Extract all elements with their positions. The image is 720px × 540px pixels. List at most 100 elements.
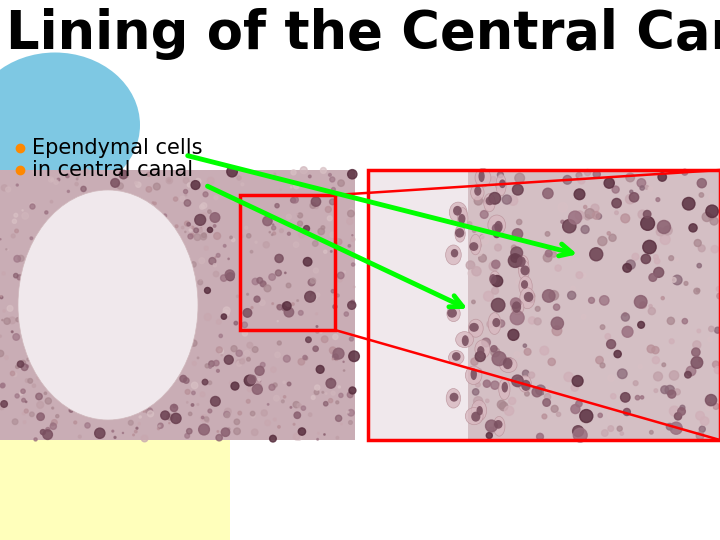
Ellipse shape <box>479 171 485 182</box>
Circle shape <box>21 389 25 394</box>
Ellipse shape <box>447 306 460 322</box>
Circle shape <box>200 392 205 397</box>
Circle shape <box>32 384 36 387</box>
Ellipse shape <box>511 300 524 315</box>
Ellipse shape <box>456 332 474 348</box>
Circle shape <box>694 240 701 247</box>
Circle shape <box>209 258 216 265</box>
Circle shape <box>274 173 276 175</box>
Circle shape <box>297 300 299 301</box>
Circle shape <box>223 307 230 314</box>
Circle shape <box>26 365 29 367</box>
Circle shape <box>322 392 324 393</box>
Circle shape <box>225 355 233 364</box>
Circle shape <box>273 224 274 225</box>
Circle shape <box>321 336 328 342</box>
Circle shape <box>698 245 705 252</box>
Circle shape <box>558 202 567 212</box>
Circle shape <box>25 379 29 382</box>
Circle shape <box>604 178 614 188</box>
Circle shape <box>525 392 529 396</box>
Ellipse shape <box>449 350 464 365</box>
Circle shape <box>221 354 222 356</box>
Circle shape <box>474 396 482 406</box>
Circle shape <box>310 278 315 284</box>
Circle shape <box>670 422 683 434</box>
Circle shape <box>271 367 276 373</box>
Circle shape <box>711 246 719 253</box>
Circle shape <box>671 278 676 282</box>
Circle shape <box>208 381 212 384</box>
Circle shape <box>337 277 342 282</box>
Circle shape <box>489 192 500 204</box>
Circle shape <box>251 307 253 308</box>
Circle shape <box>468 222 472 226</box>
Circle shape <box>192 404 194 406</box>
Circle shape <box>492 260 500 268</box>
Circle shape <box>576 272 582 279</box>
Circle shape <box>351 263 355 266</box>
Ellipse shape <box>512 301 521 313</box>
Circle shape <box>335 356 338 360</box>
Ellipse shape <box>446 389 461 408</box>
Circle shape <box>354 286 355 288</box>
Circle shape <box>13 334 19 340</box>
Circle shape <box>349 387 356 394</box>
Circle shape <box>585 208 595 219</box>
Circle shape <box>13 373 17 376</box>
Circle shape <box>184 200 191 206</box>
Circle shape <box>204 418 209 422</box>
Circle shape <box>571 384 578 392</box>
Circle shape <box>312 295 317 300</box>
Circle shape <box>22 213 28 219</box>
Circle shape <box>506 358 513 365</box>
Circle shape <box>187 222 190 226</box>
Circle shape <box>333 238 338 242</box>
Circle shape <box>331 391 335 395</box>
Circle shape <box>230 381 233 384</box>
Circle shape <box>166 178 173 184</box>
Circle shape <box>515 173 525 183</box>
Circle shape <box>488 221 492 225</box>
Circle shape <box>315 205 318 208</box>
Circle shape <box>216 253 220 257</box>
Circle shape <box>662 363 665 367</box>
Ellipse shape <box>492 318 500 327</box>
Circle shape <box>516 219 522 225</box>
Ellipse shape <box>521 380 531 391</box>
Ellipse shape <box>502 382 508 393</box>
Circle shape <box>201 415 207 422</box>
Circle shape <box>263 242 269 248</box>
Ellipse shape <box>486 197 494 205</box>
Circle shape <box>649 305 652 308</box>
Circle shape <box>219 334 222 338</box>
Circle shape <box>204 417 207 420</box>
Circle shape <box>236 360 241 365</box>
Circle shape <box>638 321 644 328</box>
Bar <box>368 170 720 440</box>
Circle shape <box>473 241 482 249</box>
Circle shape <box>282 400 284 403</box>
Circle shape <box>260 300 265 306</box>
Circle shape <box>283 302 291 310</box>
Circle shape <box>600 363 605 368</box>
Circle shape <box>16 318 20 322</box>
Circle shape <box>221 428 230 436</box>
Ellipse shape <box>524 292 534 302</box>
Ellipse shape <box>518 375 531 392</box>
Circle shape <box>514 352 520 357</box>
Circle shape <box>276 305 280 308</box>
Circle shape <box>291 198 296 202</box>
Circle shape <box>685 372 691 378</box>
Circle shape <box>204 246 208 250</box>
Circle shape <box>564 372 573 382</box>
Circle shape <box>37 413 45 421</box>
Circle shape <box>657 220 670 233</box>
Circle shape <box>0 335 1 338</box>
Circle shape <box>191 233 194 237</box>
Circle shape <box>675 413 682 420</box>
Circle shape <box>191 340 197 346</box>
Circle shape <box>510 311 524 325</box>
Circle shape <box>254 296 260 302</box>
Ellipse shape <box>462 335 469 346</box>
